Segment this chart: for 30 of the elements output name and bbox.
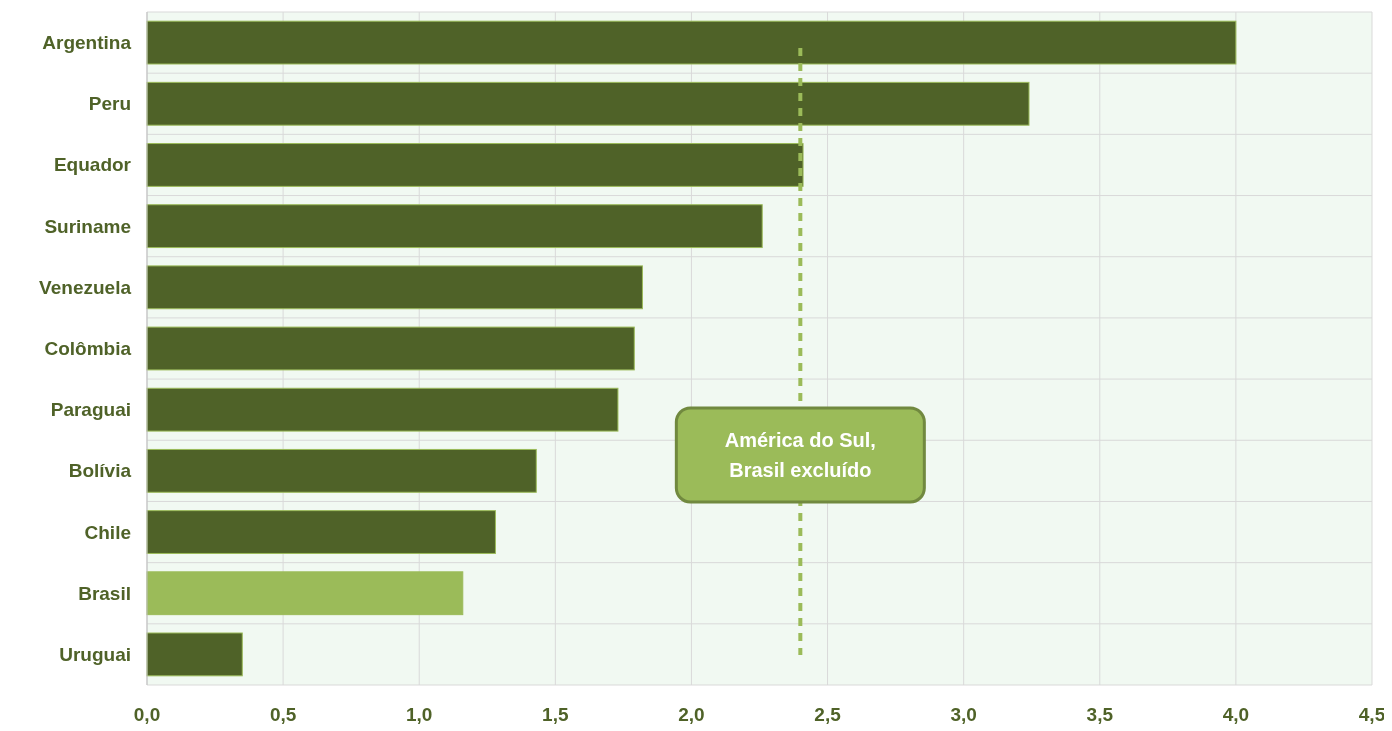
x-tick-label: 3,0 xyxy=(950,704,977,725)
y-tick-label: Suriname xyxy=(44,215,131,237)
x-tick-label: 3,5 xyxy=(1086,704,1114,725)
y-tick-label: Chile xyxy=(84,521,131,543)
bar xyxy=(146,510,496,554)
x-tick-label: 2,5 xyxy=(814,704,842,725)
bar xyxy=(146,326,635,371)
bar xyxy=(146,571,464,616)
x-tick-label: 4,0 xyxy=(1222,704,1250,725)
bar xyxy=(146,204,763,249)
x-tick-label: 0,0 xyxy=(133,704,161,725)
y-tick-label: Uruguai xyxy=(59,643,131,665)
y-tick-label: Bolívia xyxy=(68,460,132,482)
y-tick-label: Colômbia xyxy=(44,338,132,359)
y-tick-label: Venezuela xyxy=(39,276,132,298)
bar xyxy=(146,632,243,677)
y-tick-label: Paraguai xyxy=(50,399,131,421)
x-tick-label: 4,5 xyxy=(1358,704,1386,725)
bar xyxy=(146,265,643,310)
x-tick-label: 0,5 xyxy=(269,704,297,725)
ref-line-label: América do Sul, Brasil excluído xyxy=(724,429,876,481)
x-tick-label: 1,0 xyxy=(406,704,433,725)
bar xyxy=(146,448,537,493)
y-tick-label: Argentina xyxy=(42,32,132,54)
y-tick-label: Brasil xyxy=(78,582,131,604)
y-tick-label: Equador xyxy=(53,154,132,176)
x-tick-label: 1,5 xyxy=(542,704,569,725)
bar xyxy=(146,387,619,432)
x-tick-label: 2,0 xyxy=(678,704,705,725)
y-tick-label: Peru xyxy=(88,93,131,115)
